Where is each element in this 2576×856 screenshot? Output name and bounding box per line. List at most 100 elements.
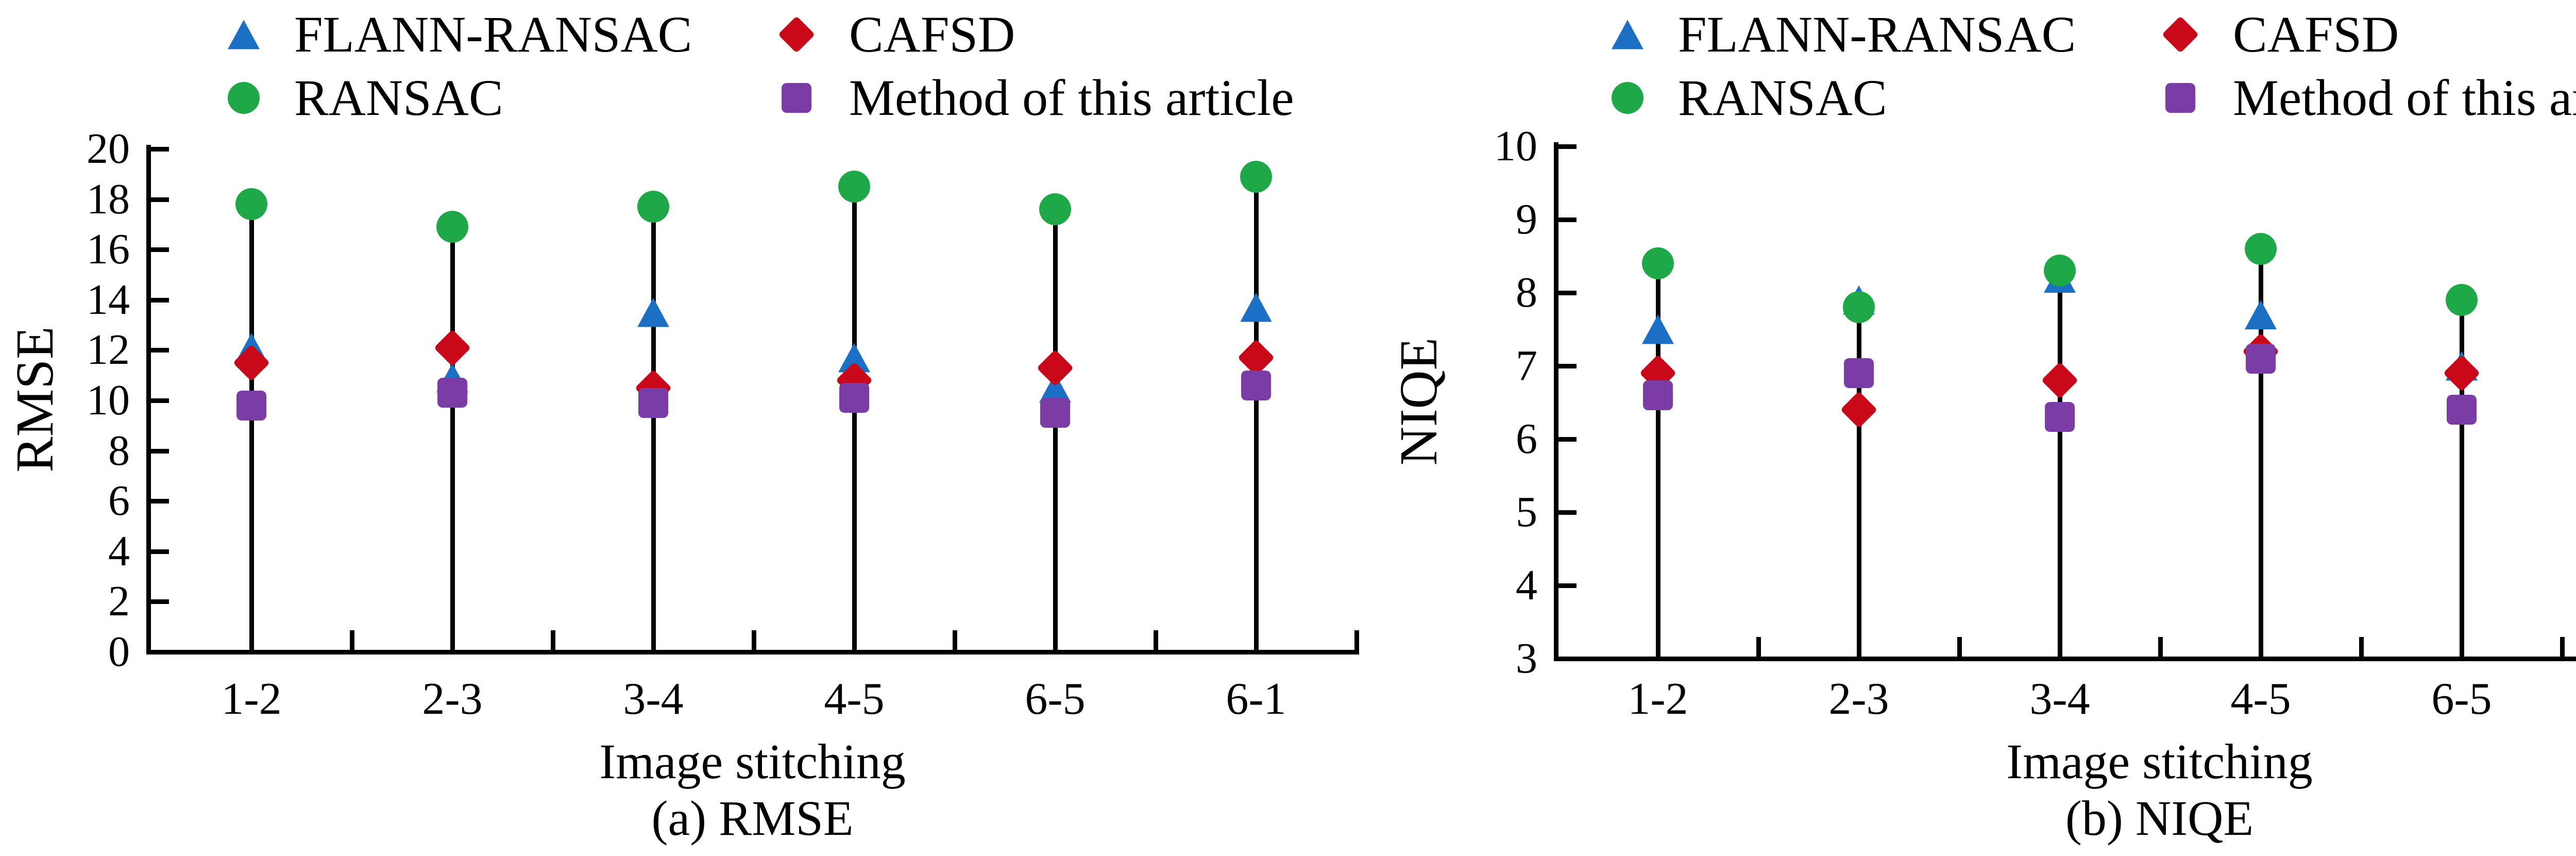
niqe-y-axis-title: NIQE: [1389, 337, 1448, 466]
x-minor-tick: [551, 630, 555, 650]
x-minor-tick: [350, 630, 354, 650]
stem-6-5: [1053, 209, 1058, 652]
rmse-chart: 0 2 4 6 8 10 12 14 16 18 20 1-2 2-3 3-4 4-5 6-5 6-1 FLAN…: [5, 6, 1359, 846]
y-tick: [148, 147, 169, 152]
y-tick-label: 18: [87, 175, 130, 223]
x-axis-end-tick: [1354, 630, 1359, 650]
flann-ransac-4-5-triangle-marker: [2245, 300, 2277, 330]
rmse-y-axis-title: RMSE: [5, 326, 64, 473]
rmse-x-axis-title: Image stitching: [599, 734, 906, 789]
y-tick: [148, 549, 169, 554]
x-tick-label: 3-4: [2029, 674, 2090, 724]
stem-1-2: [1656, 263, 1660, 659]
method-of-this-article-6-5-square-marker: [1040, 398, 1070, 428]
ransac-1-2-circle-marker: [1642, 247, 1674, 280]
legend-method-square-marker: [782, 83, 811, 113]
method-of-this-article-4-5-square-marker: [839, 383, 869, 413]
method-of-this-article-6-5-square-marker: [2447, 395, 2477, 425]
x-axis-line: [146, 650, 1359, 654]
niqe-caption: (b) NIQE: [2065, 791, 2254, 846]
method-of-this-article-2-3-square-marker: [437, 378, 467, 408]
legend-flann_ransac-triangle-marker: [1612, 20, 1643, 49]
y-tick: [1556, 144, 1577, 149]
cafsd-2-3-diamond-marker: [433, 329, 471, 366]
legend-ransac-circle-marker: [1612, 82, 1643, 114]
y-tick: [148, 197, 169, 202]
legend-label-ransac: RANSAC: [294, 69, 503, 126]
y-tick: [1556, 583, 1577, 588]
cafsd-6-5-diamond-marker: [1036, 349, 1074, 387]
x-tick-label: 6-5: [1025, 674, 1086, 724]
y-tick-label: 10: [1494, 122, 1537, 170]
y-tick-label: 6: [1516, 415, 1537, 463]
y-tick: [1556, 217, 1577, 222]
flann-ransac-3-4-triangle-marker: [637, 297, 669, 327]
method-of-this-article-6-1-square-marker: [1241, 370, 1271, 400]
method-of-this-article-1-2-square-marker: [1643, 380, 1673, 410]
y-tick-label: 9: [1516, 195, 1537, 243]
y-tick: [148, 297, 169, 303]
x-axis-line: [1554, 657, 2576, 661]
x-minor-tick: [752, 630, 756, 650]
y-tick-label: 8: [108, 426, 130, 475]
y-tick: [148, 448, 169, 454]
stem-1-2: [249, 204, 254, 652]
y-tick: [1556, 657, 1577, 661]
stem-3-4: [2058, 271, 2062, 659]
y-tick: [148, 398, 169, 403]
y-tick: [148, 348, 169, 353]
x-tick-label: 6-5: [2431, 674, 2492, 724]
stem-3-4: [651, 207, 656, 652]
y-tick-label: 16: [87, 225, 130, 274]
legend-label-cafsd: CAFSD: [2233, 6, 2399, 63]
legend-label-flann_ransac: FLANN-RANSAC: [294, 6, 692, 63]
ransac-2-3-circle-marker: [436, 211, 468, 243]
x-tick-label: 2-3: [1828, 674, 1889, 724]
x-minor-tick: [2560, 637, 2565, 657]
stem-6-5: [2460, 300, 2464, 659]
y-tick-label: 14: [87, 275, 130, 324]
ransac-3-4-circle-marker: [2044, 255, 2076, 287]
y-axis-line: [1554, 142, 1558, 661]
legend-label-method: Method of this article: [2233, 69, 2576, 126]
legend-method-square-marker: [2165, 83, 2195, 113]
legend-cafsd-diamond-marker: [777, 15, 816, 54]
y-tick: [1556, 510, 1577, 515]
rmse-caption: (a) RMSE: [651, 791, 854, 846]
cafsd-2-3-diamond-marker: [1840, 391, 1878, 429]
stem-6-1: [1254, 176, 1259, 652]
x-tick-label: 4-5: [824, 674, 885, 724]
x-tick-label: 4-5: [2230, 674, 2291, 724]
y-tick: [148, 650, 169, 654]
method-of-this-article-3-4-square-marker: [638, 388, 668, 418]
x-minor-tick: [1756, 637, 1761, 657]
y-tick-label: 3: [1516, 634, 1537, 682]
legend-label-ransac: RANSAC: [1678, 69, 1887, 126]
y-tick: [1556, 437, 1577, 442]
stem-2-3: [1857, 307, 1861, 659]
x-tick-label: 6-1: [1226, 674, 1286, 724]
ransac-6-5-circle-marker: [1039, 193, 1071, 226]
y-tick-label: 6: [108, 477, 130, 525]
stem-2-3: [450, 227, 455, 652]
y-tick-label: 20: [87, 125, 130, 173]
flann-ransac-6-1-triangle-marker: [1240, 292, 1272, 322]
x-tick-label: 3-4: [623, 674, 684, 724]
x-minor-tick: [2359, 637, 2364, 657]
y-tick-label: 4: [1516, 561, 1537, 609]
ransac-3-4-circle-marker: [637, 191, 669, 223]
y-tick: [148, 499, 169, 504]
method-of-this-article-1-2-square-marker: [236, 390, 266, 421]
y-tick-label: 8: [1516, 268, 1537, 316]
y-tick: [1556, 291, 1577, 295]
y-tick: [148, 599, 169, 605]
x-tick-label: 1-2: [221, 674, 282, 724]
x-minor-tick: [2158, 637, 2163, 657]
cafsd-3-4-diamond-marker: [2041, 362, 2079, 399]
ransac-2-3-circle-marker: [1843, 291, 1875, 324]
y-tick: [1556, 364, 1577, 368]
y-tick: [148, 247, 169, 253]
x-tick-label: 2-3: [422, 674, 483, 724]
